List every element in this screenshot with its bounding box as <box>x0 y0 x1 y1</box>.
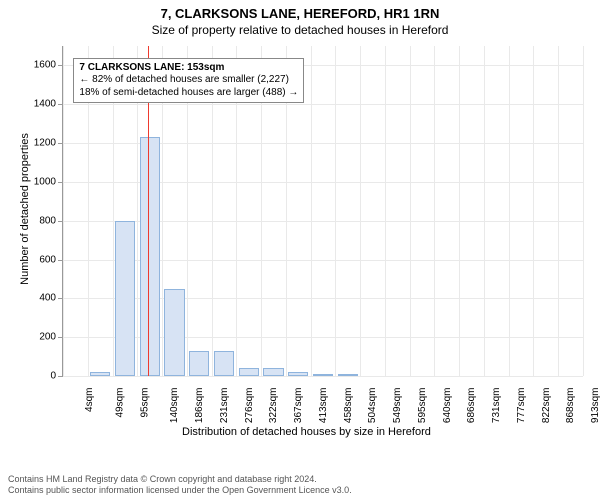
y-axis-label: Number of detached properties <box>19 124 31 294</box>
x-tick-label: 595sqm <box>417 388 428 424</box>
x-tick-label: 231sqm <box>219 388 230 424</box>
x-tick-label: 731sqm <box>491 388 502 424</box>
histogram-bar <box>140 137 160 376</box>
chart-footer: Contains HM Land Registry data © Crown c… <box>8 474 352 496</box>
x-tick-label: 186sqm <box>194 388 205 424</box>
gridline-v <box>360 46 361 376</box>
gridline-v <box>459 46 460 376</box>
histogram-bar <box>313 374 333 376</box>
gridline-v <box>410 46 411 376</box>
y-tick <box>58 143 62 144</box>
histogram-bar <box>288 372 308 376</box>
footer-line-1: Contains HM Land Registry data © Crown c… <box>8 474 352 485</box>
gridline-v <box>583 46 584 376</box>
chart-title-line2: Size of property relative to detached ho… <box>0 21 600 37</box>
x-tick-label: 777sqm <box>516 388 527 424</box>
y-tick-label: 1000 <box>0 176 56 187</box>
footer-line-2: Contains public sector information licen… <box>8 485 352 496</box>
y-tick-label: 800 <box>0 215 56 226</box>
x-tick-label: 276sqm <box>244 388 255 424</box>
x-tick-label: 640sqm <box>442 388 453 424</box>
gridline-v <box>335 46 336 376</box>
chart-plot-area: 7 CLARKSONS LANE: 153sqm← 82% of detache… <box>62 46 583 377</box>
y-tick-label: 1200 <box>0 138 56 149</box>
gridline-v <box>558 46 559 376</box>
y-tick-label: 1400 <box>0 99 56 110</box>
y-tick <box>58 337 62 338</box>
annotation-line-3: 18% of semi-detached houses are larger (… <box>79 87 298 100</box>
y-tick <box>58 182 62 183</box>
x-tick-label: 95sqm <box>139 388 150 418</box>
y-tick <box>58 298 62 299</box>
histogram-bar <box>164 289 184 376</box>
y-tick <box>58 260 62 261</box>
histogram-bar <box>115 221 135 376</box>
y-tick <box>58 65 62 66</box>
y-tick-label: 600 <box>0 254 56 265</box>
gridline-v <box>533 46 534 376</box>
x-axis-label: Distribution of detached houses by size … <box>182 426 431 438</box>
x-tick-label: 458sqm <box>343 388 354 424</box>
annotation-line-2: ← 82% of detached houses are smaller (2,… <box>79 74 298 87</box>
gridline-h <box>63 104 583 105</box>
gridline-v <box>63 46 64 376</box>
x-tick-label: 4sqm <box>84 388 95 412</box>
histogram-bar <box>90 372 110 376</box>
histogram-bar <box>263 368 283 376</box>
x-tick-label: 822sqm <box>541 388 552 424</box>
x-tick-label: 549sqm <box>392 388 403 424</box>
y-tick <box>58 376 62 377</box>
gridline-v <box>311 46 312 376</box>
x-tick-label: 913sqm <box>590 388 600 424</box>
histogram-bar <box>189 351 209 376</box>
histogram-bar <box>239 368 259 376</box>
annotation-line-1: 7 CLARKSONS LANE: 153sqm <box>79 62 298 75</box>
x-tick-label: 868sqm <box>566 388 577 424</box>
y-tick-label: 400 <box>0 293 56 304</box>
x-tick-label: 367sqm <box>293 388 304 424</box>
x-tick-label: 49sqm <box>114 388 125 418</box>
y-tick-label: 200 <box>0 332 56 343</box>
gridline-v <box>484 46 485 376</box>
x-tick-label: 322sqm <box>268 388 279 424</box>
histogram-bar <box>214 351 234 376</box>
gridline-v <box>509 46 510 376</box>
y-tick <box>58 221 62 222</box>
x-tick-label: 504sqm <box>367 388 378 424</box>
chart-title-line1: 7, CLARKSONS LANE, HEREFORD, HR1 1RN <box>0 0 600 21</box>
annotation-box: 7 CLARKSONS LANE: 153sqm← 82% of detache… <box>73 58 304 104</box>
y-tick-label: 0 <box>0 371 56 382</box>
x-tick-label: 413sqm <box>318 388 329 424</box>
histogram-bar <box>338 374 358 376</box>
y-tick-label: 1600 <box>0 60 56 71</box>
x-tick-label: 686sqm <box>467 388 478 424</box>
gridline-h <box>63 376 583 377</box>
gridline-v <box>434 46 435 376</box>
y-tick <box>58 104 62 105</box>
gridline-v <box>385 46 386 376</box>
x-tick-label: 140sqm <box>169 388 180 424</box>
